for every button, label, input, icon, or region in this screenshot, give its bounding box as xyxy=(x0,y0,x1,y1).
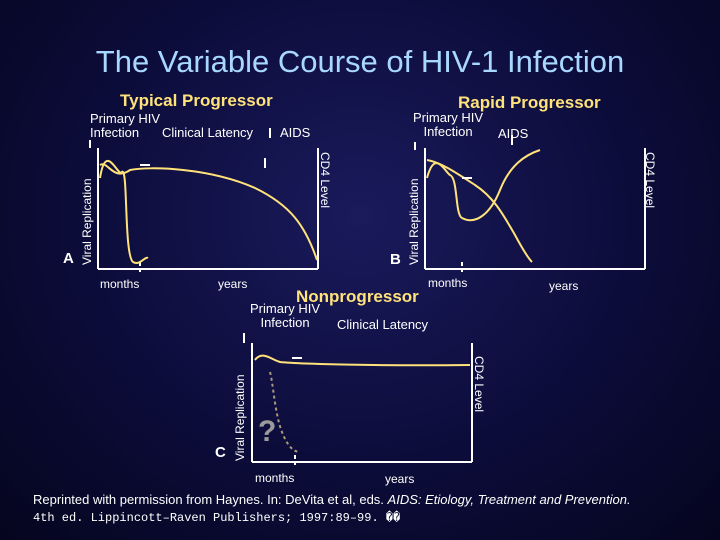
panel-b-x-years: years xyxy=(549,279,579,293)
panel-a-axes xyxy=(97,148,319,270)
panel-a-viral-curve xyxy=(99,160,149,264)
panel-b-phase-primary: Primary HIV Infection xyxy=(413,110,484,139)
panel-a-phase-markers xyxy=(89,128,271,148)
panel-a-letter: A xyxy=(63,250,74,267)
panel-c-axis-dashes xyxy=(294,425,473,465)
panel-c-unknown-mark: ? xyxy=(258,415,277,448)
panel-c-heading: Nonprogressor xyxy=(296,287,419,306)
panel-b-x-months: months xyxy=(428,276,468,290)
panel-c-viral-curve xyxy=(269,371,301,453)
panel-a-x-months: months xyxy=(100,277,140,291)
panel-a-axis-dashes xyxy=(97,150,319,272)
panel-c-axes xyxy=(251,343,473,463)
panel-b-heading: Rapid Progressor xyxy=(458,93,601,112)
panel-c-x-years: years xyxy=(385,472,415,486)
footer-citation: Reprinted with permission from Haynes. I… xyxy=(33,490,631,528)
panel-a-phase-aids: AIDS xyxy=(280,125,311,140)
panel-b-phase-markers xyxy=(414,135,513,150)
footer-line1-italic: AIDS: Etiology, Treatment and Prevention… xyxy=(387,492,631,507)
panel-b-axis-dashes xyxy=(461,230,646,272)
footer-line2: 4th ed. Lippincott–Raven Publishers; 199… xyxy=(33,511,401,525)
panel-c-phase-latency: Clinical Latency xyxy=(337,317,429,332)
panel-a-cd4-curve xyxy=(99,163,318,261)
panel-a-phase-primary: Primary HIV Infection xyxy=(90,111,161,140)
panel-b-cd4-curve xyxy=(426,159,533,263)
panel-c-phase-primary: Primary HIV Infection xyxy=(250,301,321,330)
panel-b-letter: B xyxy=(390,251,401,268)
panel-a-ticks xyxy=(140,158,266,168)
panel-b-phase-aids: AIDS xyxy=(498,126,529,141)
panel-a-x-years: years xyxy=(218,277,248,291)
footer-line1-pre: Reprinted with permission from Haynes. I… xyxy=(33,492,388,507)
panel-c-x-months: months xyxy=(255,471,295,485)
panel-a-heading: Typical Progressor xyxy=(120,91,273,110)
panel-a-phase-latency: Clinical Latency xyxy=(162,125,254,140)
panel-b-viral-curve xyxy=(426,149,541,222)
panel-c-cd4-curve xyxy=(254,354,471,367)
panel-c-letter: C xyxy=(215,444,226,461)
page-title: The Variable Course of HIV-1 Infection xyxy=(95,44,625,79)
